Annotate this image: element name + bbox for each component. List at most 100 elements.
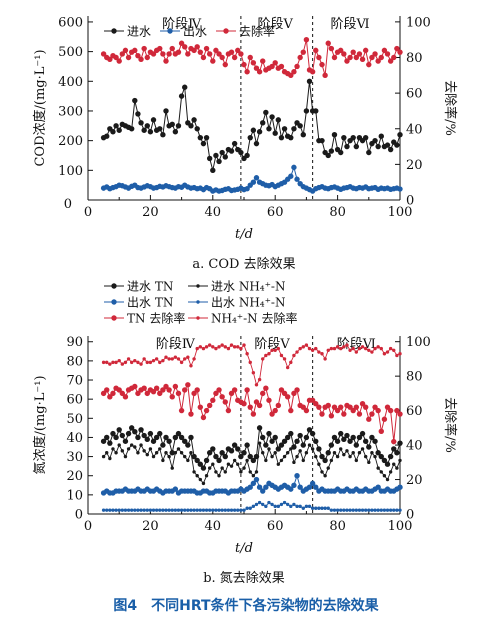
legend-label: 进水 [127,25,151,39]
data-point [173,355,178,359]
data-point [278,442,285,448]
data-point [128,126,135,132]
data-point [191,453,197,460]
data-point [384,142,391,148]
y-tick-label: 50 [66,412,83,427]
data-point [101,508,106,512]
data-point [366,416,372,422]
data-point [188,434,194,441]
data-point [350,49,356,55]
data-point [105,451,109,455]
data-point [376,345,380,349]
data-point [257,377,262,382]
data-point [309,397,316,403]
data-point [135,434,141,441]
data-point [314,346,318,351]
data-point [122,47,129,54]
data-point [163,383,169,390]
y-axis-label: 氮浓度/(mg·L⁻¹) [32,375,48,474]
data-point [260,120,266,126]
legend-label: 出水 NH₄⁺-N [211,296,285,310]
data-point [147,129,154,135]
data-point [388,508,393,512]
data-point [231,442,238,448]
data-point [347,54,353,61]
data-point [129,508,134,512]
y2-tick-label: 60 [406,87,423,102]
data-point [129,443,134,447]
data-point [167,28,173,34]
y-tick-label: 60 [66,393,83,408]
data-point [157,430,163,437]
data-point [370,350,374,354]
data-point [357,451,362,455]
data-point [185,382,191,388]
data-point [154,508,159,512]
data-point [144,123,150,129]
data-point [288,407,294,414]
data-point [369,411,375,417]
data-point [132,428,138,435]
data-point [341,436,347,443]
data-point [111,299,117,305]
data-point [291,126,297,132]
data-point [341,411,347,417]
data-point [153,385,160,391]
data-point [372,438,378,444]
data-point [173,508,178,512]
data-point [196,316,200,320]
data-point [195,508,199,512]
data-point [294,63,300,70]
data-point [322,72,328,79]
x-axis-label: t/d [235,541,253,556]
x-tick-label: 60 [267,519,284,534]
x-tick-label: 20 [142,519,159,534]
data-point [194,457,200,464]
data-point [307,443,312,447]
data-point [132,97,138,104]
data-point [397,49,403,55]
x-tick-label: 40 [205,205,222,220]
data-point [300,132,306,138]
data-point [105,360,109,365]
data-point [357,346,362,351]
data-point [332,451,337,455]
data-point [279,353,284,358]
data-point [151,508,156,512]
data-point [344,58,350,64]
y-tick-label: 600 [58,15,83,30]
data-point [111,315,117,321]
data-point [214,470,218,474]
data-point [356,51,363,57]
data-point [110,390,116,397]
data-point [387,453,394,460]
data-point [295,454,299,459]
data-point [359,56,366,62]
data-point [229,464,234,468]
legend: 进水 出水 去除率 [104,24,275,39]
data-point [294,438,300,444]
data-point [166,51,172,57]
data-point [328,442,335,448]
data-point [275,446,282,452]
data-point [172,434,179,441]
data-point [232,508,237,512]
data-point [335,508,340,512]
data-point [244,442,250,448]
data-point [339,508,343,512]
data-point [238,453,244,460]
data-point [132,47,138,54]
data-point [213,453,219,460]
data-point [228,49,235,55]
data-point [241,401,247,407]
data-point [292,502,296,507]
data-point [192,508,196,512]
data-point [397,411,403,417]
data-point [194,44,200,50]
data-point [229,343,234,347]
data-point [276,462,281,466]
data-point [395,508,399,512]
data-point [189,508,193,512]
data-point [256,402,263,409]
data-point [133,508,137,512]
